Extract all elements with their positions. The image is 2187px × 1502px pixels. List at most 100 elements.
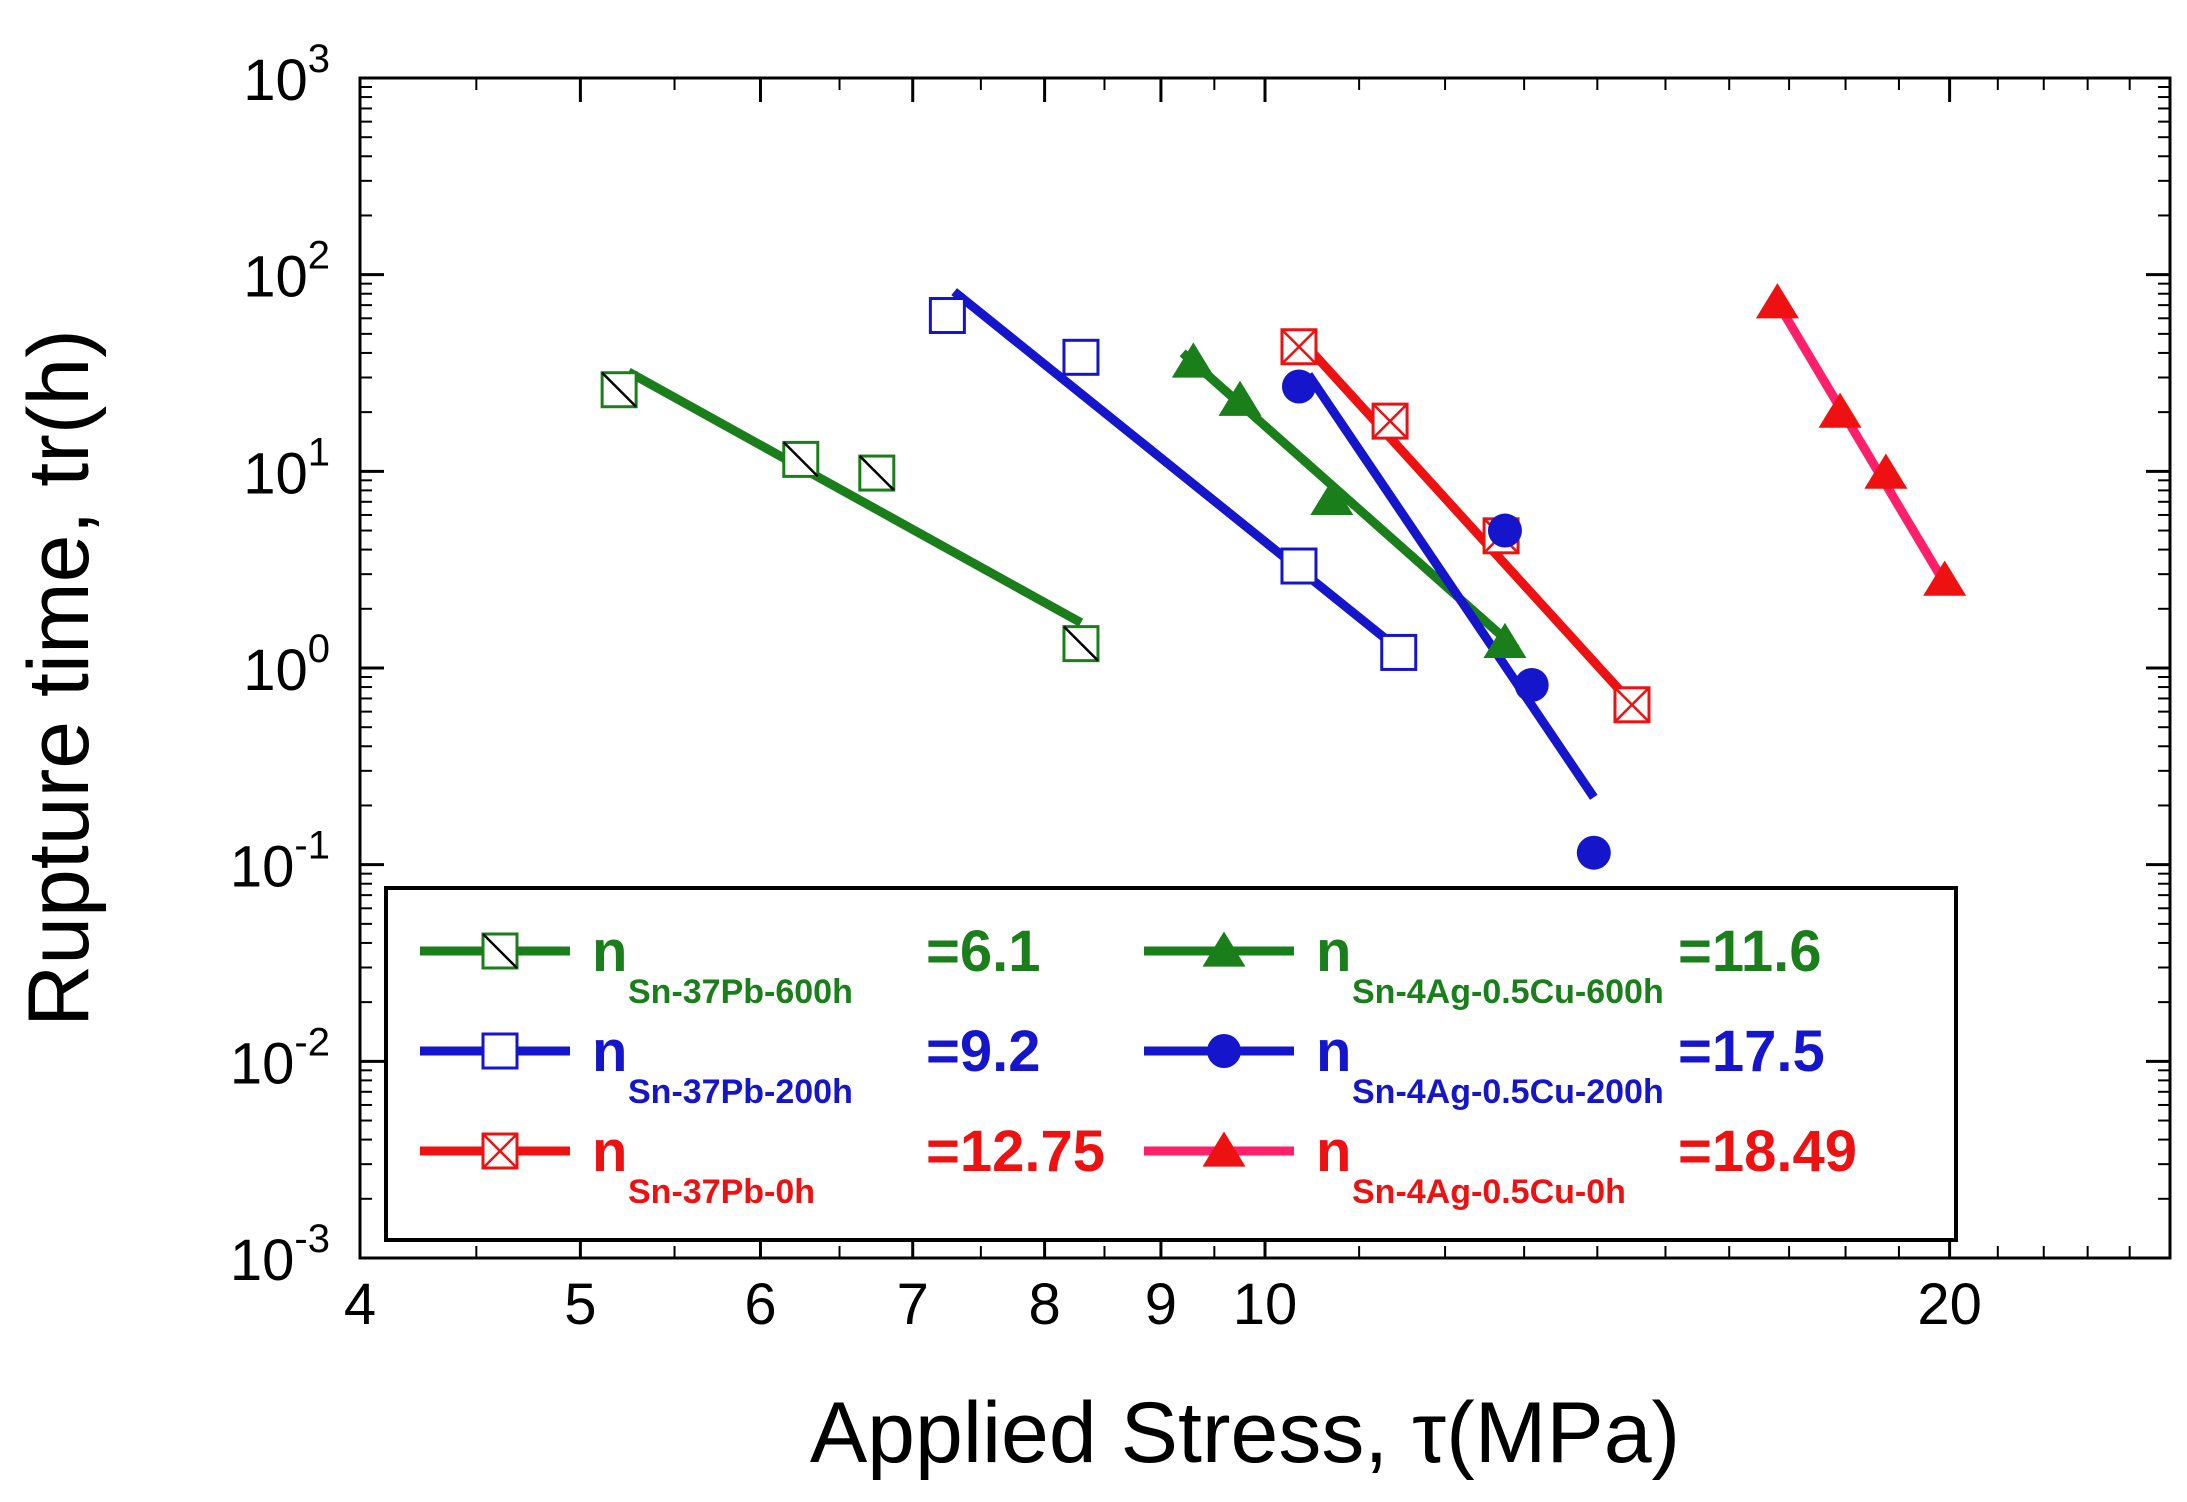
data-point-Sn-4Ag-0.5Cu-600h <box>1483 622 1527 659</box>
legend-marker <box>481 1132 519 1170</box>
marker-triangle <box>1818 392 1862 428</box>
marker-triangle <box>1755 283 1799 319</box>
y-tick-label: 10-3 <box>230 1217 330 1293</box>
legend-n-value: =9.2 <box>926 1019 1041 1084</box>
data-point-Sn-4Ag-0.5Cu-0h <box>1755 283 1799 319</box>
legend-subscript: Sn-4Ag-0.5Cu-0h <box>1352 1173 1626 1211</box>
legend-n-value: =11.6 <box>1678 919 1822 984</box>
legend-n-label: n <box>1316 1119 1351 1184</box>
x-tick-label: 9 <box>1145 1272 1177 1337</box>
data-point-Sn-37Pb-600h <box>1062 625 1100 663</box>
marker-triangle <box>1923 560 1967 596</box>
marker-square <box>1280 547 1318 585</box>
marker-slash <box>601 371 638 408</box>
y-tick-label: 103 <box>243 37 330 113</box>
fit-line-Sn-4Ag-0.5Cu-200h <box>1304 372 1598 800</box>
legend-subscript: Sn-37Pb-200h <box>628 1073 853 1111</box>
marker-triangle <box>1310 479 1354 516</box>
legend-entry-Sn-37Pb-200h: nSn-37Pb-200h =9.2 <box>420 1019 1041 1111</box>
marker-square <box>481 1032 519 1070</box>
data-point-Sn-37Pb-0h <box>1613 686 1651 724</box>
fit-line-Sn-4Ag-0.5Cu-0h <box>1773 300 1949 586</box>
legend-n-value: =12.75 <box>926 1119 1105 1184</box>
fit-line-Sn-37Pb-600h <box>626 368 1084 627</box>
marker-slash <box>782 441 819 478</box>
x-tick-label: 6 <box>744 1272 776 1337</box>
data-point-Sn-37Pb-0h <box>1280 328 1318 366</box>
y-tick-label: 10-1 <box>230 824 330 900</box>
x-tick-label: 5 <box>564 1272 596 1337</box>
legend-subscript: Sn-37Pb-0h <box>628 1173 815 1211</box>
marker-circle <box>1281 369 1316 404</box>
marker-slash <box>482 933 518 969</box>
marker-square <box>928 296 966 334</box>
data-point-Sn-37Pb-200h <box>1062 338 1100 376</box>
legend-n-value: =17.5 <box>1678 1019 1825 1084</box>
legend-subscript: Sn-4Ag-0.5Cu-200h <box>1352 1073 1664 1111</box>
data-point-Sn-4Ag-0.5Cu-200h <box>1281 369 1316 404</box>
marker-triangle <box>1171 342 1215 378</box>
data-point-Sn-37Pb-600h <box>600 371 638 409</box>
data-point-Sn-37Pb-600h <box>782 440 820 478</box>
marker-square <box>1062 338 1100 376</box>
data-point-Sn-4Ag-0.5Cu-0h <box>1923 560 1967 596</box>
data-point-Sn-4Ag-0.5Cu-600h <box>1310 479 1354 516</box>
legend-marker <box>1202 1131 1246 1167</box>
legend-n-label: n <box>1316 919 1351 984</box>
data-point-Sn-4Ag-0.5Cu-0h <box>1864 453 1908 489</box>
legend-subscript: Sn-37Pb-600h <box>628 973 853 1011</box>
plot-frame <box>358 76 2172 1260</box>
fit-line-Sn-37Pb-0h <box>1300 339 1629 700</box>
legend-n-value: =6.1 <box>926 919 1041 984</box>
data-point-Sn-37Pb-0h <box>1371 402 1409 440</box>
data-point-Sn-4Ag-0.5Cu-200h <box>1576 835 1611 870</box>
y-tick-label: 101 <box>243 430 330 506</box>
data-point-Sn-4Ag-0.5Cu-200h <box>1487 513 1522 548</box>
marker-triangle <box>1218 380 1262 416</box>
legend-marker <box>1202 931 1246 967</box>
x-tick-label: 8 <box>1028 1272 1060 1337</box>
legend-n-value: =18.49 <box>1678 1119 1857 1184</box>
legend-entry-Sn-4Ag-0.5Cu-600h: nSn-4Ag-0.5Cu-600h =11.6 <box>1144 919 1822 1011</box>
marker-x-b <box>1281 328 1317 365</box>
marker-x-b <box>482 1133 518 1169</box>
legend-n-label: n <box>592 919 627 984</box>
data-point-Sn-4Ag-0.5Cu-200h <box>1514 667 1549 702</box>
legend-marker <box>481 1032 519 1070</box>
x-tick-label: 10 <box>1233 1272 1298 1337</box>
data-point-Sn-37Pb-200h <box>928 296 966 334</box>
marker-square <box>1380 633 1418 671</box>
marker-x-b <box>1614 686 1650 723</box>
marker-slash <box>858 455 895 491</box>
x-tick-label: 20 <box>1917 1272 1982 1337</box>
marker-triangle <box>1483 622 1527 659</box>
x-tick-label: 4 <box>344 1272 376 1337</box>
x-axis-title: Applied Stress, τ(MPa) <box>810 1385 1680 1481</box>
legend-n-label: n <box>592 1119 627 1184</box>
legend-n-label: n <box>1316 1019 1351 1084</box>
data-point-Sn-4Ag-0.5Cu-600h <box>1218 380 1262 416</box>
x-tick-label: 7 <box>897 1272 929 1337</box>
y-tick-label: 10-2 <box>230 1020 330 1096</box>
marker-slash <box>1063 625 1099 662</box>
legend-n-label: n <box>592 1019 627 1084</box>
y-tick-label: 102 <box>243 234 330 310</box>
legend-entry-Sn-37Pb-0h: nSn-37Pb-0h =12.75 <box>420 1119 1105 1211</box>
legend-marker <box>1207 1034 1241 1068</box>
marker-triangle <box>1202 1131 1246 1167</box>
y-axis-title: Rupture time, tr(h) <box>11 329 107 1027</box>
data-point-Sn-37Pb-200h <box>1280 547 1318 585</box>
marker-triangle <box>1202 931 1246 967</box>
marker-circle <box>1514 667 1549 702</box>
marker-x-b <box>1372 403 1408 440</box>
data-point-Sn-37Pb-200h <box>1380 633 1418 671</box>
legend-marker <box>481 932 519 970</box>
legend-entry-Sn-4Ag-0.5Cu-200h: nSn-4Ag-0.5Cu-200h =17.5 <box>1144 1019 1825 1111</box>
legend-entry-Sn-4Ag-0.5Cu-0h: nSn-4Ag-0.5Cu-0h =18.49 <box>1144 1119 1857 1211</box>
legend-entry-Sn-37Pb-600h: nSn-37Pb-600h =6.1 <box>420 919 1041 1011</box>
marker-circle <box>1207 1034 1241 1068</box>
y-tick-label: 100 <box>243 627 330 703</box>
marker-circle <box>1487 513 1522 548</box>
